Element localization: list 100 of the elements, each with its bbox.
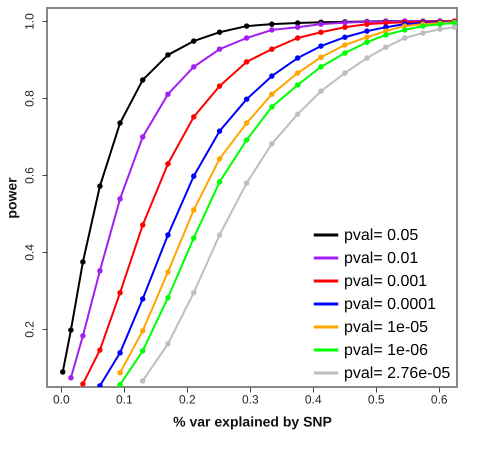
point [117, 290, 123, 296]
point [294, 24, 300, 30]
x-tick-label: 0.4 [304, 392, 322, 406]
point [383, 44, 389, 50]
point [97, 347, 103, 353]
point [60, 369, 66, 375]
point [269, 104, 275, 110]
point [452, 24, 457, 30]
point [420, 30, 426, 36]
point [140, 348, 146, 354]
x-axis-title: % var explained by SNP [173, 414, 332, 430]
point [342, 70, 348, 76]
point [318, 64, 324, 70]
point [97, 183, 103, 189]
legend-label: pval= 0.001 [344, 273, 428, 290]
x-tick-label: 0.3 [242, 392, 259, 406]
point [140, 134, 146, 140]
point [191, 64, 196, 70]
legend-label: pval= 1e-05 [344, 319, 428, 336]
point [437, 26, 443, 32]
x-tick-label: 0.0 [53, 392, 70, 406]
point [244, 35, 250, 41]
point [191, 207, 196, 213]
point [191, 173, 196, 179]
point [269, 91, 275, 97]
point [244, 59, 250, 65]
point [244, 23, 250, 29]
point [97, 268, 103, 274]
point [216, 46, 222, 52]
point [216, 179, 222, 185]
point [318, 54, 324, 60]
point [364, 34, 370, 40]
point [244, 120, 250, 126]
point [68, 327, 74, 333]
point [216, 156, 222, 162]
point [140, 77, 146, 83]
point [117, 382, 123, 387]
y-tick-label: 1.0 [22, 12, 36, 30]
point [191, 38, 196, 44]
point [216, 128, 222, 134]
point [165, 52, 171, 58]
legend-label: pval= 2.76e-05 [344, 365, 450, 382]
x-tick-label: 0.5 [368, 392, 385, 406]
point [269, 27, 275, 33]
point [216, 83, 222, 89]
point [318, 43, 324, 49]
point [342, 50, 348, 56]
point [80, 259, 86, 265]
point [117, 196, 123, 202]
point [402, 27, 408, 33]
point [364, 28, 370, 34]
point [364, 40, 370, 45]
y-axis-title: power [4, 176, 20, 219]
point [269, 73, 275, 79]
point [140, 296, 146, 302]
point [80, 333, 86, 339]
point [140, 222, 146, 228]
x-tick-label: 0.2 [178, 392, 196, 406]
x-tick-label: 0.1 [116, 392, 133, 406]
point [68, 375, 74, 380]
y-tick-label: 0.6 [22, 166, 36, 184]
point [117, 350, 123, 356]
point [294, 35, 300, 41]
point [165, 232, 171, 238]
legend-label: pval= 0.05 [344, 227, 418, 244]
y-tick-label: 0.8 [22, 90, 36, 107]
point [269, 141, 275, 147]
point [294, 55, 300, 61]
point [117, 120, 123, 126]
point [269, 21, 275, 27]
point [140, 328, 146, 334]
point [342, 42, 348, 48]
point [117, 370, 123, 376]
point [318, 88, 324, 94]
y-tick-label: 0.4 [22, 244, 36, 261]
point [165, 269, 171, 275]
point [294, 70, 300, 76]
point [191, 235, 196, 241]
point [342, 24, 348, 30]
point [383, 32, 389, 38]
x-tick-label: 0.6 [430, 392, 448, 406]
legend-label: pval= 1e-06 [344, 342, 428, 359]
point [216, 232, 222, 238]
point [216, 30, 222, 35]
point [402, 35, 408, 41]
point [364, 55, 370, 61]
point [140, 378, 146, 384]
point [191, 114, 196, 120]
point [294, 111, 300, 117]
y-tick-label: 0.2 [22, 320, 36, 338]
point [191, 290, 196, 296]
point [244, 180, 250, 186]
point [342, 34, 348, 40]
point [165, 161, 171, 167]
point [244, 96, 250, 102]
legend-label: pval= 0.01 [344, 250, 418, 267]
point [165, 341, 171, 347]
point [294, 82, 300, 88]
point [80, 381, 86, 387]
point [318, 30, 324, 35]
